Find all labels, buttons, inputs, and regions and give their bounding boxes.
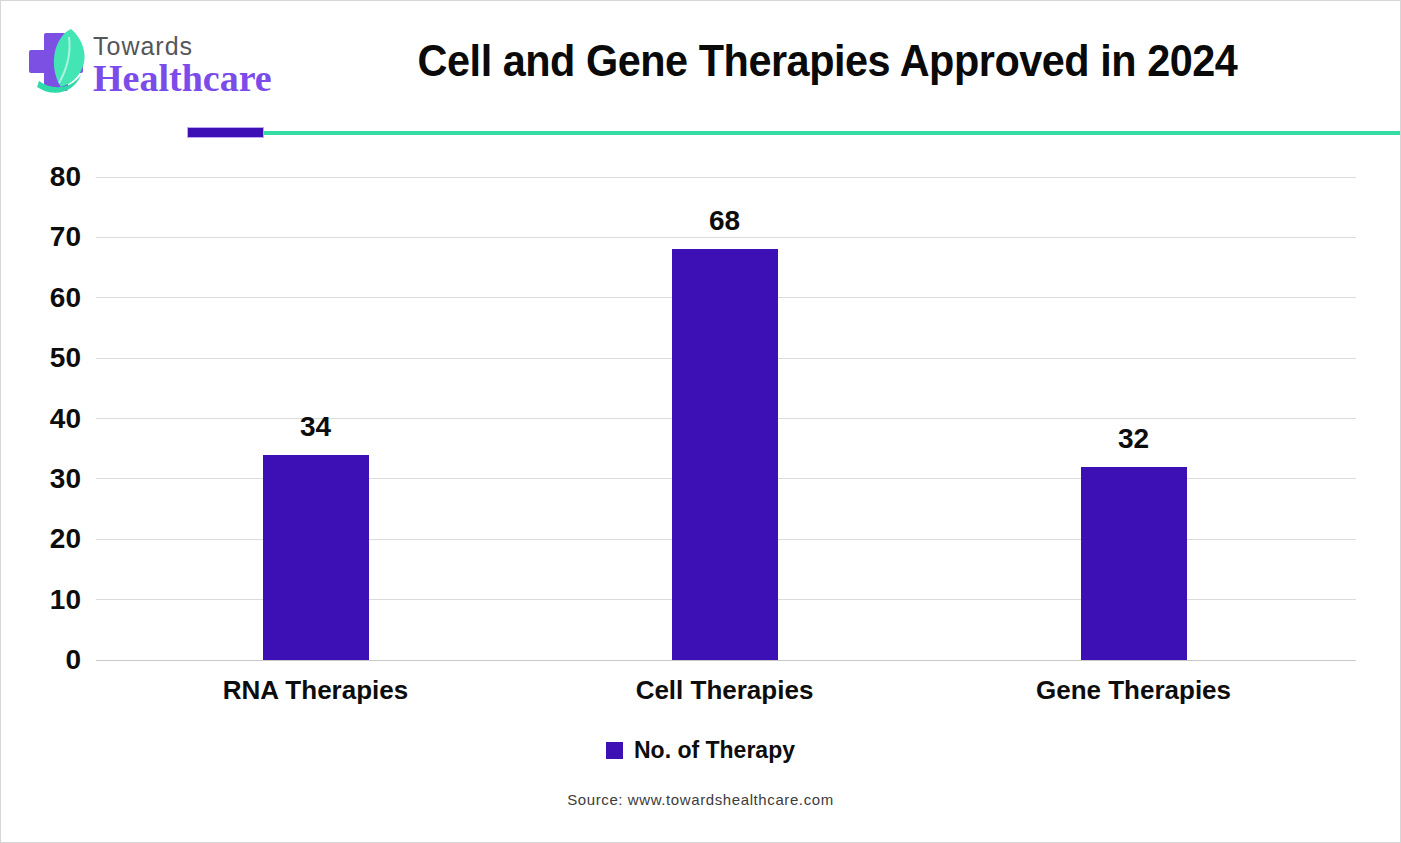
bar-value-label: 34 (111, 411, 520, 443)
bar-series: 34 68 32 (111, 177, 1338, 660)
x-axis-labels: RNA TherapiesCell TherapiesGene Therapie… (111, 675, 1338, 706)
legend-label: No. of Therapy (634, 737, 795, 764)
divider-purple-segment (187, 127, 264, 138)
bar-column: 68 (520, 177, 929, 660)
y-tick-label: 40 (1, 403, 81, 435)
bar-value-label: 32 (929, 423, 1338, 455)
legend: No. of Therapy (1, 737, 1400, 764)
towards-healthcare-logo: Towards Healthcare (19, 23, 279, 101)
source-attribution: Source: www.towardshealthcare.com (1, 791, 1400, 808)
legend-swatch-icon (606, 742, 623, 759)
bar-column: 34 (111, 177, 520, 660)
page-title: Cell and Gene Therapies Approved in 2024 (308, 35, 1347, 87)
logo-cross-leaf-icon (19, 23, 91, 95)
y-axis-labels: 01020304050607080 (1, 177, 84, 660)
y-tick-label: 80 (1, 161, 81, 193)
x-axis-line (96, 660, 1356, 661)
y-tick-label: 70 (1, 221, 81, 253)
bar (263, 455, 369, 660)
bar (1081, 467, 1187, 660)
category-label: RNA Therapies (111, 675, 520, 706)
category-label: Cell Therapies (520, 675, 929, 706)
y-tick-label: 20 (1, 523, 81, 555)
category-label: Gene Therapies (929, 675, 1338, 706)
divider-teal-line (264, 131, 1400, 135)
y-tick-label: 10 (1, 584, 81, 616)
infographic-page: Towards Healthcare Cell and Gene Therapi… (0, 0, 1401, 843)
bar (672, 249, 778, 660)
y-tick-label: 0 (1, 644, 81, 676)
y-tick-label: 30 (1, 463, 81, 495)
logo-text-healthcare: Healthcare (93, 56, 272, 100)
y-tick-label: 60 (1, 282, 81, 314)
y-tick-label: 50 (1, 342, 81, 374)
bar-column: 32 (929, 177, 1338, 660)
bar-value-label: 68 (520, 205, 929, 237)
